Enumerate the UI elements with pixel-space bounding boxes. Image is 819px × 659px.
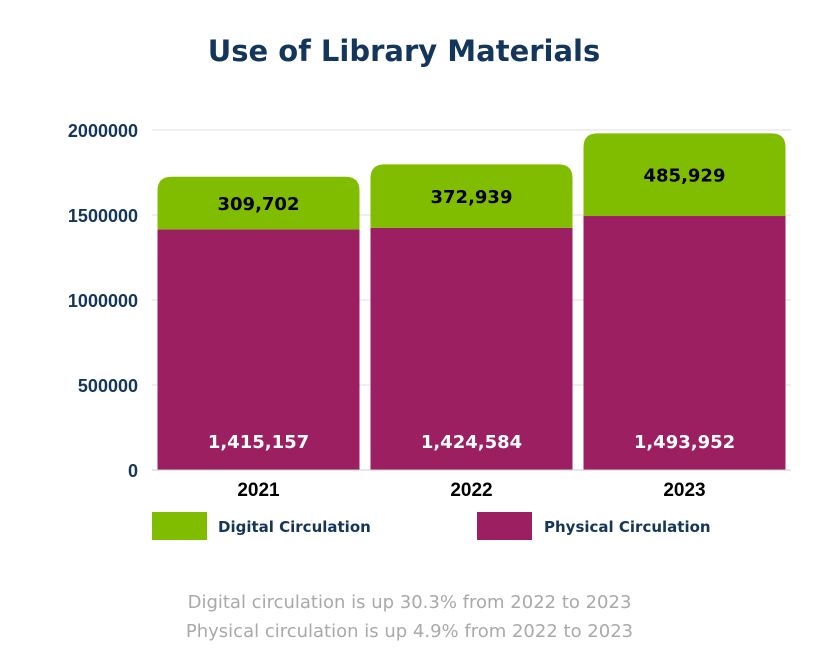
y-tick-label: 1000000 (68, 291, 138, 311)
y-tick-label: 500000 (78, 376, 138, 396)
data-label-physical-2022: 1,424,584 (421, 432, 522, 453)
x-axis: 2021 2022 2023 (152, 469, 791, 501)
bar-physical-2023 (583, 216, 786, 470)
legend-label-physical: Physical Circulation (544, 518, 711, 536)
stacked-bar-chart: Use of Library Materials 0 500000 1000000 1… (68, 34, 791, 540)
x-tick-label: 2023 (663, 480, 705, 501)
bar-physical-2021 (157, 229, 360, 470)
legend-swatch-digital (152, 512, 207, 540)
legend: Digital Circulation Physical Circulation (152, 512, 711, 540)
data-label-physical-2021: 1,415,157 (208, 432, 309, 453)
y-tick-label: 2000000 (68, 121, 138, 141)
y-tick-label: 0 (128, 461, 138, 481)
x-tick-label: 2022 (450, 480, 492, 501)
digital-growth-note: Digital circulation is up 30.3% from 202… (187, 592, 632, 613)
chart-title: Use of Library Materials (208, 34, 601, 68)
data-label-physical-2023: 1,493,952 (634, 432, 735, 453)
bar-physical-2022 (370, 227, 573, 470)
physical-growth-note: Physical circulation is up 4.9% from 202… (185, 621, 634, 642)
bar-digital-2022 (370, 164, 573, 228)
x-tick-label: 2021 (237, 480, 280, 501)
data-label-digital-2023: 485,929 (644, 166, 726, 187)
bars: 309,702 1,415,157 372,939 1,424,584 485,929 1… (157, 133, 786, 470)
legend-label-digital: Digital Circulation (218, 518, 371, 536)
data-label-digital-2021: 309,702 (218, 194, 300, 215)
y-tick-label: 1500000 (68, 206, 138, 226)
data-label-digital-2022: 372,939 (431, 187, 513, 208)
legend-swatch-physical (477, 512, 532, 540)
bar-digital-2023 (583, 133, 786, 217)
bar-digital-2021 (157, 176, 360, 230)
y-axis: 0 500000 1000000 1500000 2000000 (68, 121, 138, 481)
